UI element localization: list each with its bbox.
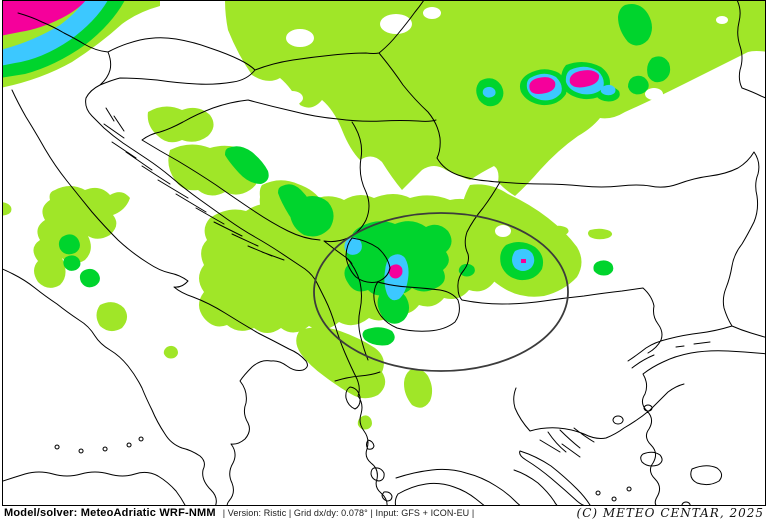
run-details-label: | Version: Ristic | Grid dx/dy: 0.078° |… bbox=[222, 508, 475, 518]
weather-map-svg bbox=[2, 0, 766, 506]
map-frame bbox=[2, 0, 766, 506]
status-bar: Model/solver: MeteoAdriatic WRF-NMM | Ve… bbox=[0, 506, 768, 520]
coastlines-and-borders bbox=[3, 1, 765, 505]
highlight-ellipse-annotation bbox=[313, 212, 569, 372]
map-canvas bbox=[2, 0, 766, 506]
model-solver-label: Model/solver: MeteoAdriatic WRF-NMM bbox=[4, 507, 216, 519]
copyright-label: (C) METEO CENTAR, 2025 bbox=[576, 506, 764, 520]
precip-heavy-areas bbox=[3, 1, 616, 301]
precip-light-areas bbox=[3, 1, 765, 430]
precip-moderate-areas bbox=[3, 1, 671, 346]
